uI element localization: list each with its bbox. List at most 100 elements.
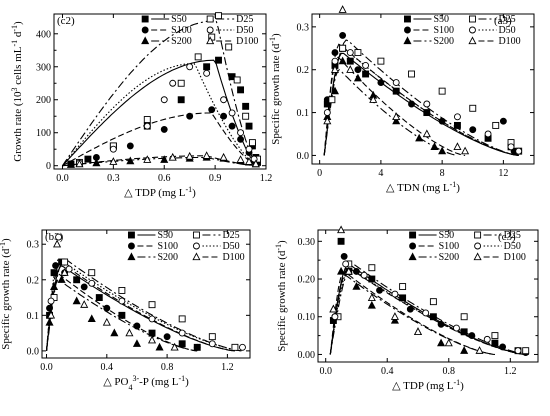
data-point-d50 bbox=[515, 147, 523, 155]
chart-panel-4: 0.0 0.4 0.8 1.2 0.00 0.10 0.20 0.30 △ TDP (mg L-… bbox=[274, 225, 539, 393]
legend-marker-s100 bbox=[404, 26, 411, 34]
data-point-s200 bbox=[50, 282, 59, 291]
data-point-d100 bbox=[461, 146, 470, 155]
fit-curve-s50 bbox=[62, 59, 258, 167]
data-point-s200 bbox=[132, 339, 142, 347]
data-point-d50 bbox=[88, 279, 96, 287]
data-point-d50 bbox=[422, 309, 430, 317]
x-axis-label: △ TDP (mg L-1) bbox=[124, 185, 196, 200]
y-tick-label: 0.00 bbox=[298, 350, 316, 361]
data-point-d100 bbox=[80, 300, 89, 308]
x-tick-label: 0.8 bbox=[443, 366, 456, 377]
data-point-d25 bbox=[61, 258, 69, 266]
data-point-s50 bbox=[368, 275, 376, 283]
legend-marker-d50 bbox=[192, 242, 200, 250]
data-point-d50 bbox=[160, 96, 168, 104]
data-point-d50 bbox=[186, 63, 194, 71]
x-axis-label: △ TDP (mg L-1) bbox=[392, 378, 464, 393]
legend-marker-d50 bbox=[474, 242, 482, 250]
data-point-s200 bbox=[338, 56, 347, 65]
data-point-s100 bbox=[499, 343, 507, 351]
plot-frame bbox=[317, 229, 539, 363]
y-axis-label: Specific growth rate (d-1) bbox=[268, 33, 283, 145]
legend-marker-s200 bbox=[403, 36, 412, 45]
data-point-d100 bbox=[330, 65, 340, 73]
data-point-d50 bbox=[453, 113, 461, 121]
data-point-d50 bbox=[109, 145, 117, 153]
chart-panel-2: 0 4 8 12 0.0 0.1 0.2 0.3 △ TDN (mg L-1) Specific … bbox=[268, 5, 535, 194]
data-point-s100 bbox=[331, 49, 339, 57]
x-tick-label: 0.6 bbox=[158, 173, 171, 184]
panel-label: (c3) bbox=[498, 231, 516, 243]
data-point-s50 bbox=[203, 63, 211, 71]
x-tick-label: 0.8 bbox=[161, 362, 174, 373]
data-point-d100 bbox=[338, 5, 347, 13]
legend-label: S50 bbox=[439, 230, 455, 241]
data-point-d25 bbox=[469, 104, 477, 112]
x-tick-label: 0.9 bbox=[209, 173, 222, 184]
fit-curve-s200 bbox=[45, 279, 198, 352]
data-point-s50 bbox=[73, 276, 81, 284]
data-point-d25 bbox=[208, 333, 216, 341]
fit-curve-d100 bbox=[329, 271, 495, 356]
data-point-d100 bbox=[60, 268, 69, 276]
data-point-d50 bbox=[220, 96, 228, 104]
data-point-d100 bbox=[323, 116, 332, 125]
y-tick-label: 0.1 bbox=[27, 311, 40, 322]
data-point-s50 bbox=[177, 96, 185, 104]
data-point-s100 bbox=[52, 262, 60, 270]
data-point-s200 bbox=[390, 315, 399, 324]
data-point-d100 bbox=[344, 266, 353, 275]
legend-label: D50 bbox=[222, 241, 239, 252]
data-point-s50 bbox=[399, 294, 407, 302]
data-point-d50 bbox=[362, 61, 370, 69]
data-point-d100 bbox=[453, 142, 462, 151]
data-point-d100 bbox=[329, 304, 338, 313]
data-point-s100 bbox=[46, 304, 53, 312]
fit-curve-d50 bbox=[323, 47, 519, 156]
y-tick-label: 0.1 bbox=[297, 108, 310, 119]
data-point-s50 bbox=[337, 237, 345, 245]
data-point-d25 bbox=[225, 43, 233, 51]
data-point-s50 bbox=[392, 87, 400, 95]
y-tick-label: 400 bbox=[36, 29, 51, 40]
legend-label: D100 bbox=[498, 36, 520, 47]
data-point-d100 bbox=[143, 155, 152, 163]
data-point-d100 bbox=[170, 342, 179, 351]
data-point-s100 bbox=[377, 79, 385, 87]
data-point-d100 bbox=[102, 317, 111, 326]
legend-label: D25 bbox=[504, 230, 521, 241]
legend-marker-d25 bbox=[469, 15, 476, 23]
data-point-s200 bbox=[45, 317, 54, 326]
fit-curve-d100 bbox=[62, 155, 258, 167]
data-point-d100 bbox=[251, 159, 260, 168]
legend-marker-s50 bbox=[127, 231, 135, 239]
legend-label: S50 bbox=[433, 14, 449, 25]
y-tick-label: 0.3 bbox=[297, 22, 310, 33]
data-point-s50 bbox=[237, 86, 245, 94]
data-point-s200 bbox=[57, 275, 66, 283]
data-point-s200 bbox=[110, 328, 119, 337]
data-point-s200 bbox=[126, 156, 135, 165]
data-point-s100 bbox=[133, 322, 141, 330]
data-point-d100 bbox=[369, 95, 378, 103]
data-point-s50 bbox=[148, 329, 156, 337]
x-tick-label: 0 bbox=[317, 168, 322, 179]
data-point-s100 bbox=[228, 122, 236, 130]
data-point-d50 bbox=[331, 57, 339, 65]
fit-curve-d25 bbox=[329, 263, 529, 356]
data-point-s200 bbox=[155, 342, 164, 351]
data-point-s50 bbox=[50, 269, 58, 277]
legend-label: D50 bbox=[236, 25, 253, 36]
fit-curve-s100 bbox=[62, 112, 258, 167]
data-point-s200 bbox=[367, 300, 376, 309]
data-point-s50 bbox=[491, 339, 499, 347]
data-point-s100 bbox=[208, 106, 216, 114]
data-point-d100 bbox=[168, 152, 177, 161]
data-point-d25 bbox=[118, 286, 126, 294]
data-point-d25 bbox=[429, 298, 437, 306]
legend-marker-d25 bbox=[192, 231, 200, 239]
data-point-s100 bbox=[469, 126, 477, 134]
legend-marker-d100 bbox=[192, 252, 201, 261]
